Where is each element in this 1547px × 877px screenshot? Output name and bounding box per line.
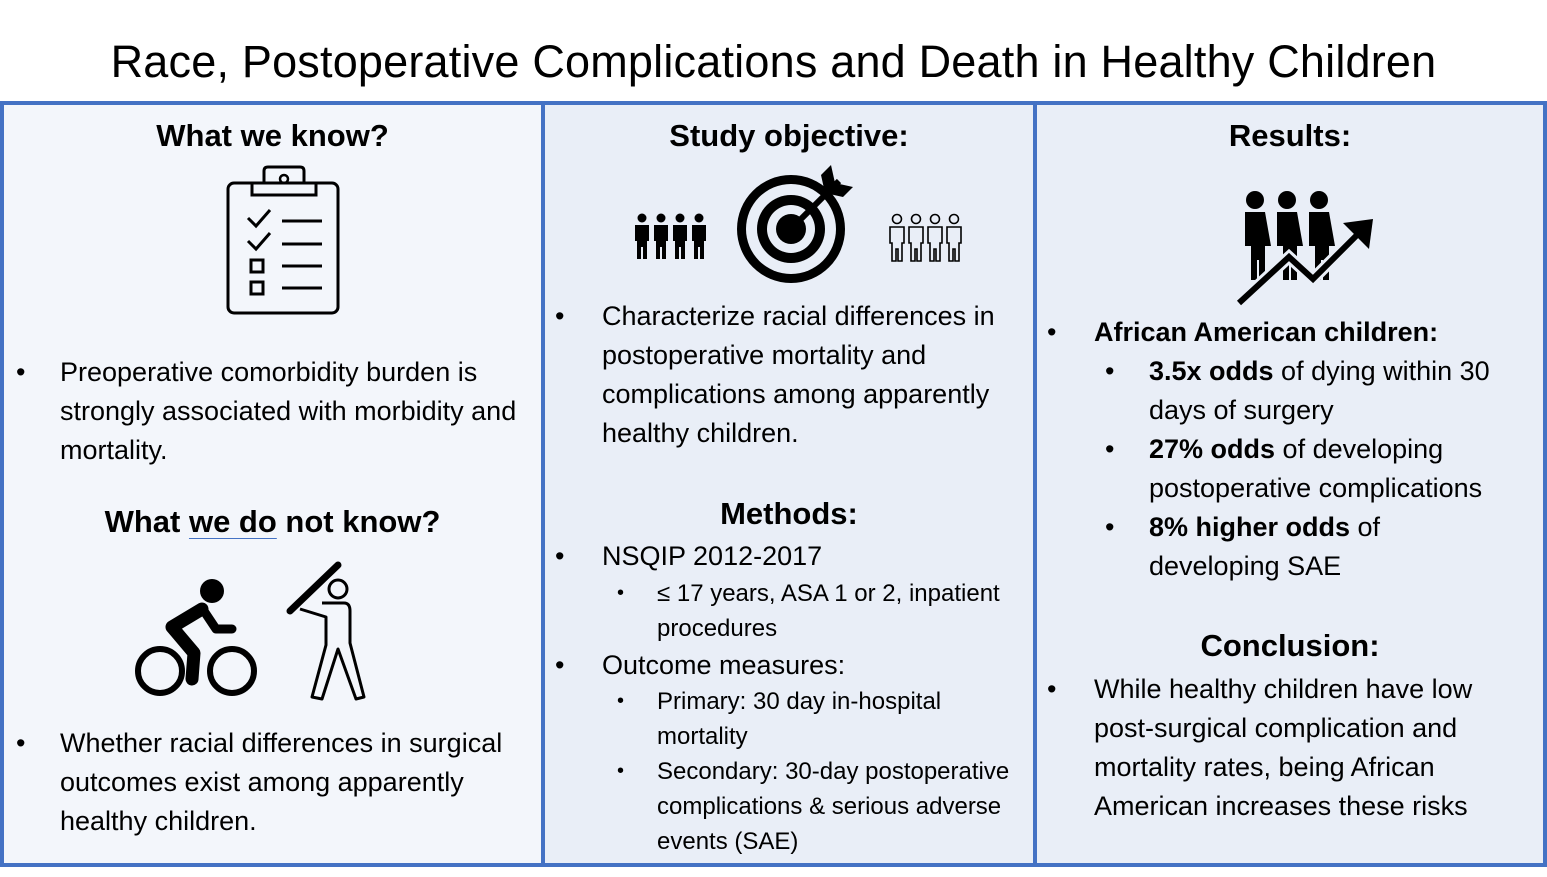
sub-bullet-primary: • Primary: 30 day in-hospital mortality [617, 684, 1027, 754]
clipboard-checklist-icon [226, 165, 340, 315]
dying-odds-text: of dying within 30 days of surgery [1149, 356, 1490, 425]
bullet-dot: • [1047, 674, 1057, 704]
complication-odds-value: 27% odds [1149, 434, 1276, 464]
bullet-objective: • Characterize racial differences in pos… [555, 297, 1025, 453]
bullet-known-text: Preoperative comorbidity burden is stron… [60, 357, 517, 465]
bullet-dot: • [617, 760, 625, 782]
bullet-dot: • [1105, 356, 1115, 386]
bullet-nsqip: • NSQIP 2012-2017 [555, 537, 1025, 576]
bullet-dot: • [1047, 317, 1057, 347]
page-title: Race, Postoperative Complications and De… [110, 36, 1437, 87]
bullet-dot: • [617, 582, 625, 604]
what-we-know-panel: What we know? • Preoperative comorbidity… [0, 101, 545, 867]
bullet-dot: • [555, 541, 565, 571]
sub-bullet-secondary: • Secondary: 30-day postoperative compli… [617, 754, 1035, 859]
bullet-dot: • [555, 301, 565, 331]
heading-part: What [104, 504, 189, 539]
sub-bullet-criteria: • ≤ 17 years, ASA 1 or 2, inpatient proc… [617, 576, 1027, 646]
bullet-conclusion-text: While healthy children have low post-sur… [1094, 674, 1473, 821]
sae-odds-value: 8% higher odds [1149, 512, 1351, 542]
bullet-known: • Preoperative comorbidity burden is str… [16, 353, 536, 470]
sub-bullet-dying-odds: • 3.5x odds of dying within 30 days of s… [1105, 352, 1525, 430]
heading-part: not know? [276, 504, 441, 539]
people-trend-up-icon [1234, 191, 1373, 308]
bullet-dot: • [1105, 434, 1115, 464]
group-filled-icon [635, 213, 706, 259]
sae-odds-text: of developing SAE [1149, 512, 1381, 581]
baseball-batter-icon [286, 561, 366, 701]
complication-odds-text: of developing postoperative complication… [1149, 434, 1483, 503]
bullet-unknown: • Whether racial differences in surgical… [16, 724, 536, 841]
bullet-outcomes: • Outcome measures: [555, 646, 1025, 685]
bullet-dot: • [16, 357, 26, 387]
sub-bullet-secondary-text: Secondary: 30-day postoperative complica… [657, 758, 1010, 855]
heading-part-underlined: we do [188, 504, 277, 539]
bullet-dot: • [16, 728, 26, 758]
sub-bullet-primary-text: Primary: 30 day in-hospital mortality [657, 688, 942, 750]
bullet-unknown-text: Whether racial differences in surgical o… [60, 728, 503, 836]
what-we-do-not-know-heading: What we do not know? [4, 503, 541, 541]
bullet-dot: • [1105, 512, 1115, 542]
bullet-dot: • [555, 650, 565, 680]
study-objective-heading: Study objective: [669, 118, 909, 153]
bullet-outcomes-text: Outcome measures: [602, 650, 846, 680]
sub-bullet-sae-odds: • 8% higher odds of developing SAE [1105, 508, 1525, 586]
study-objective-panel: Study objective: • Characterize racial d… [541, 101, 1037, 867]
what-we-know-heading: What we know? [156, 118, 389, 153]
group-outline-icon [889, 213, 962, 262]
bullet-objective-text: Characterize racial differences in posto… [602, 301, 995, 448]
methods-heading: Methods: [720, 496, 858, 531]
cyclist-icon [135, 579, 257, 696]
sub-bullet-complication-odds: • 27% odds of developing postoperative c… [1105, 430, 1525, 508]
bullet-nsqip-text: NSQIP 2012-2017 [602, 541, 823, 571]
dying-odds-value: 3.5x odds [1149, 356, 1274, 386]
bullet-african-american: • African American children: [1047, 313, 1537, 352]
conclusion-heading: Conclusion: [1200, 628, 1380, 663]
bullet-conclusion: • While healthy children have low post-s… [1047, 670, 1527, 826]
target-arrow-icon [737, 165, 853, 283]
bullet-dot: • [617, 690, 625, 712]
results-heading: Results: [1228, 118, 1352, 153]
bullet-african-american-text: African American children: [1094, 317, 1439, 347]
results-panel: Results: • African American children: • … [1033, 101, 1547, 867]
sub-bullet-criteria-text: ≤ 17 years, ASA 1 or 2, inpatient proced… [657, 580, 1000, 642]
